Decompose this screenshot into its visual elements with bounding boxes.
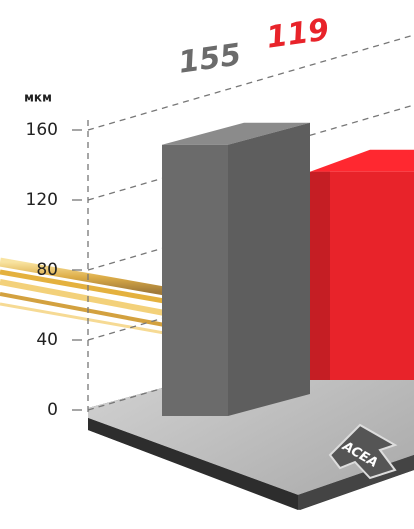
bar-left-face [308, 171, 330, 380]
y-tick-label: 40 [36, 330, 58, 350]
bar-side [228, 122, 310, 416]
y-tick-label: 0 [47, 400, 58, 420]
gold-wires [0, 257, 171, 336]
bar-top [162, 122, 310, 145]
y-axis-label: мкм [24, 91, 52, 105]
y-tick-label: 160 [26, 120, 58, 140]
bar-top [310, 149, 414, 172]
bar [162, 144, 228, 416]
value-label: 155 [176, 37, 243, 80]
y-tick-label: 80 [36, 260, 58, 280]
bars [162, 122, 414, 416]
grid-line [87, 34, 414, 131]
acea-arrow: ACEA [328, 423, 398, 480]
y-tick-label: 120 [26, 190, 58, 210]
value-label: 119 [264, 12, 331, 55]
